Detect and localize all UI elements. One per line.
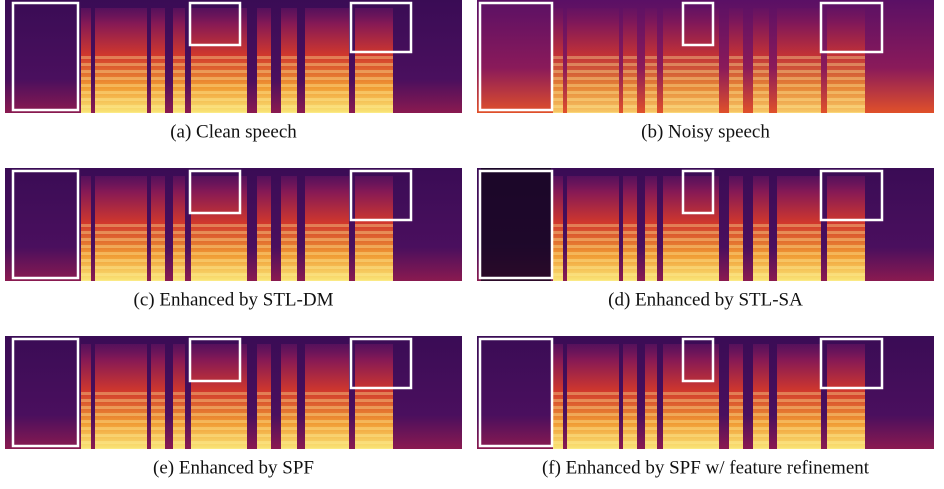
harmonics [729, 55, 743, 113]
harmonics [645, 391, 657, 449]
harmonics [81, 55, 91, 113]
harmonics [355, 223, 393, 281]
harmonics [95, 223, 147, 281]
harmonics [663, 55, 719, 113]
harmonics [777, 223, 821, 281]
harmonics [777, 391, 821, 449]
harmonics [553, 55, 563, 113]
caption: (f) Enhanced by SPF w/ feature refinemen… [542, 457, 870, 478]
harmonics [663, 223, 719, 281]
harmonics [257, 55, 271, 113]
harmonics [567, 223, 619, 281]
harmonics [191, 223, 247, 281]
harmonics [173, 55, 185, 113]
harmonics [553, 223, 563, 281]
harmonics [645, 223, 657, 281]
harmonics [623, 223, 637, 281]
caption: (b) Noisy speech [641, 121, 770, 142]
harmonics [827, 223, 865, 281]
harmonics [355, 391, 393, 449]
harmonics [753, 391, 769, 449]
harmonics [95, 391, 147, 449]
harmonics [81, 391, 91, 449]
silence [481, 168, 551, 281]
caption: (e) Enhanced by SPF [153, 457, 314, 478]
harmonics [305, 391, 349, 449]
harmonics [645, 55, 657, 113]
harmonics [567, 391, 619, 449]
harmonics [151, 55, 165, 113]
harmonics [305, 55, 349, 113]
caption: (c) Enhanced by STL-DM [134, 289, 334, 310]
page: (a) Clean speech (b) Noisy speech (c) Enha… [0, 0, 944, 489]
harmonics [173, 223, 185, 281]
harmonics [777, 55, 821, 113]
harmonics [623, 391, 637, 449]
harmonics [827, 391, 865, 449]
harmonics [663, 391, 719, 449]
harmonics [729, 223, 743, 281]
harmonics [151, 223, 165, 281]
harmonics [257, 391, 271, 449]
harmonics [151, 391, 165, 449]
harmonics [257, 223, 271, 281]
harmonics [355, 55, 393, 113]
harmonics [753, 55, 769, 113]
caption: (d) Enhanced by STL-SA [608, 289, 803, 310]
harmonics [753, 223, 769, 281]
harmonics [191, 391, 247, 449]
harmonics [81, 223, 91, 281]
harmonics [95, 55, 147, 113]
harmonics [553, 391, 563, 449]
harmonics [827, 55, 865, 113]
harmonics [567, 55, 619, 113]
harmonics [623, 55, 637, 113]
figure: (a) Clean speech (b) Noisy speech (c) Enha… [0, 0, 944, 489]
harmonics [191, 55, 247, 113]
harmonics [281, 223, 297, 281]
harmonics [281, 55, 297, 113]
harmonics [729, 391, 743, 449]
harmonics [305, 223, 349, 281]
harmonics [173, 391, 185, 449]
caption: (a) Clean speech [170, 121, 297, 142]
harmonics [281, 391, 297, 449]
